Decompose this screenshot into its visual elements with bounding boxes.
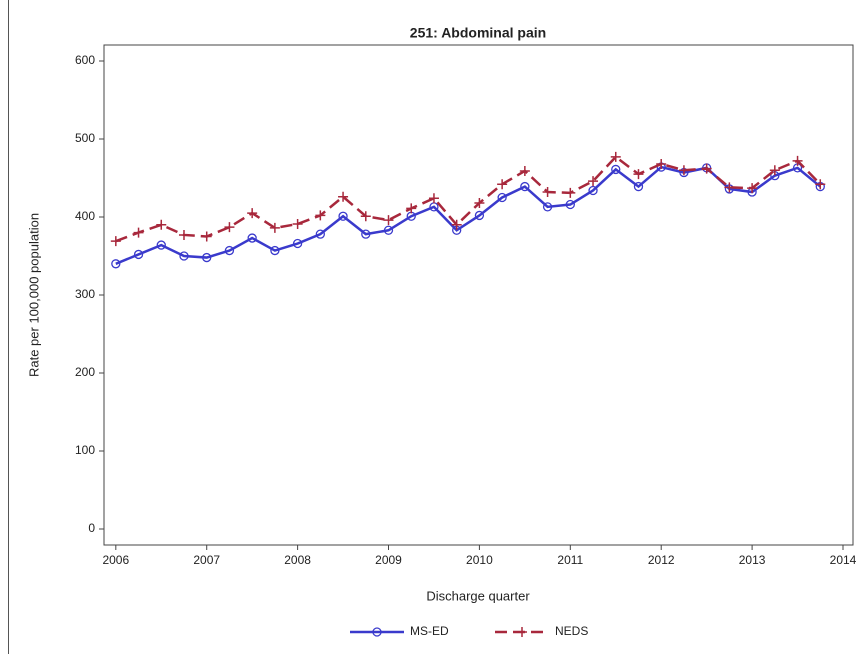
marker (519, 165, 530, 176)
series-line (115, 155, 822, 243)
marker (497, 192, 507, 203)
x-tick-label: 2014 (830, 553, 857, 567)
legend-label: NEDS (555, 624, 588, 638)
marker (451, 219, 462, 230)
marker (361, 229, 371, 239)
marker (224, 245, 235, 256)
marker (656, 158, 667, 169)
marker (678, 165, 689, 176)
y-axis-label: Rate per 100,000 population (26, 213, 41, 377)
marker (247, 208, 258, 219)
x-tick-label: 2006 (102, 553, 129, 567)
marker (178, 229, 189, 240)
marker (565, 187, 576, 198)
marker (633, 181, 644, 192)
marker (588, 176, 599, 187)
marker (111, 259, 121, 269)
marker (383, 225, 394, 235)
marker (701, 163, 712, 174)
marker (428, 193, 439, 204)
marker (815, 179, 826, 190)
marker (110, 236, 121, 247)
marker (610, 151, 621, 162)
marker (247, 233, 257, 243)
marker (383, 215, 394, 226)
x-tick-label: 2009 (375, 553, 402, 567)
x-tick-label: 2010 (466, 553, 493, 567)
legend-label: MS-ED (410, 624, 449, 638)
marker (542, 202, 553, 212)
marker (292, 238, 303, 249)
marker (315, 229, 325, 239)
marker (270, 245, 280, 256)
x-tick-label: 2008 (284, 553, 311, 567)
marker (497, 179, 508, 190)
marker (202, 252, 212, 263)
marker (633, 169, 644, 180)
marker (565, 199, 575, 210)
marker (292, 219, 303, 230)
marker (133, 227, 144, 238)
marker (406, 203, 417, 214)
marker (474, 210, 485, 221)
marker (769, 165, 780, 176)
chart-title: 251: Abdominal pain (410, 25, 546, 41)
marker (338, 211, 348, 221)
marker (360, 211, 371, 222)
marker (747, 183, 758, 194)
x-tick-label: 2012 (648, 553, 675, 567)
y-tick-label: 400 (75, 209, 95, 223)
marker (474, 197, 485, 208)
marker (133, 249, 144, 260)
marker (792, 155, 803, 166)
marker (315, 210, 326, 221)
y-tick-label: 0 (88, 521, 95, 535)
marker (611, 164, 621, 175)
y-tick-label: 200 (75, 365, 95, 379)
marker (542, 187, 553, 198)
y-tick-label: 100 (75, 443, 95, 457)
y-tick-label: 500 (75, 131, 95, 145)
x-tick-label: 2013 (739, 553, 766, 567)
marker (269, 222, 280, 233)
x-axis-label: Discharge quarter (426, 588, 530, 603)
marker (156, 219, 167, 230)
marker (724, 182, 735, 193)
marker (179, 251, 189, 261)
marker (372, 627, 382, 637)
plot-frame (103, 44, 854, 546)
y-tick-label: 300 (75, 287, 95, 301)
marker (588, 185, 598, 196)
y-tick-label: 600 (75, 53, 95, 67)
marker (520, 181, 530, 192)
x-tick-label: 2007 (193, 553, 220, 567)
marker (338, 191, 349, 202)
marker (224, 222, 235, 233)
marker (156, 240, 166, 250)
marker (517, 627, 527, 637)
x-tick-label: 2011 (557, 553, 583, 567)
marker (201, 231, 212, 242)
